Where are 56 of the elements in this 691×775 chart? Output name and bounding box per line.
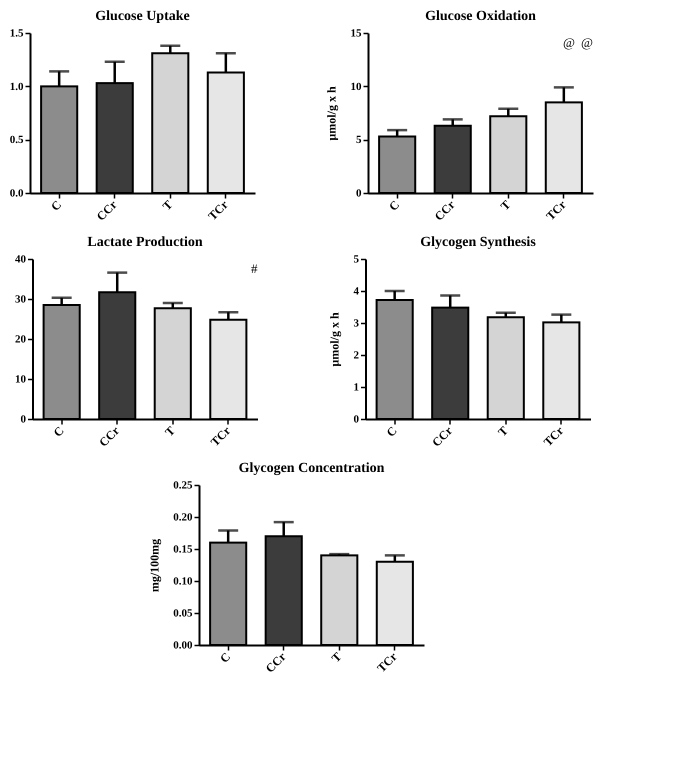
x-tick-label: TCr bbox=[205, 197, 232, 224]
x-tick-label: TCr bbox=[543, 197, 570, 224]
annotation: @ bbox=[563, 35, 576, 50]
x-tick-label: T bbox=[328, 650, 344, 666]
y-axis-title: µmol/g x h bbox=[328, 312, 342, 367]
x-tick-label: T bbox=[160, 198, 176, 214]
x-tick-label: CCr bbox=[262, 649, 290, 676]
y-tick-label: 5 bbox=[356, 134, 362, 146]
x-tick-label: CCr bbox=[96, 423, 123, 450]
annotation: # bbox=[251, 261, 258, 276]
y-tick-label: 0.05 bbox=[173, 608, 193, 620]
y-axis-title: mg/100mg bbox=[147, 538, 162, 592]
y-tick-label: 2 bbox=[354, 350, 360, 362]
y-tick-label: 0.15 bbox=[173, 544, 193, 556]
y-tick-label: 5 bbox=[354, 254, 360, 266]
chart-title: Lactate Production bbox=[87, 235, 203, 250]
x-tick-label: C bbox=[50, 424, 67, 440]
x-tick-label: T bbox=[162, 424, 178, 440]
y-tick-label: 0.20 bbox=[173, 512, 193, 524]
x-tick-label: CCr bbox=[429, 423, 456, 450]
y-tick-label: 10 bbox=[350, 80, 362, 93]
y-tick-label: 0.25 bbox=[173, 480, 193, 492]
annotation: @ bbox=[581, 35, 594, 50]
y-tick-label: 0.10 bbox=[173, 576, 193, 588]
x-tick-label: C bbox=[386, 198, 402, 214]
y-tick-label: 0 bbox=[354, 414, 360, 426]
y-tick-label: 10 bbox=[15, 374, 26, 386]
x-tick-label: C bbox=[217, 650, 234, 666]
x-tick-label: TCr bbox=[208, 423, 234, 450]
x-tick-label: C bbox=[48, 198, 64, 214]
chart-title: Glycogen Synthesis bbox=[420, 235, 536, 250]
y-tick-label: 0 bbox=[356, 188, 362, 200]
y-axis-title: µmol/g x h bbox=[324, 86, 338, 141]
x-tick-label: CCr bbox=[94, 197, 120, 224]
chart-title: Glycogen Concentration bbox=[238, 461, 385, 476]
y-tick-label: 3 bbox=[354, 318, 360, 330]
x-tick-label: TCr bbox=[374, 649, 400, 676]
y-tick-label: 30 bbox=[15, 294, 26, 306]
y-tick-label: 1.0 bbox=[10, 80, 24, 93]
y-tick-label: 1.5 bbox=[10, 28, 24, 40]
y-tick-label: 0.5 bbox=[10, 134, 24, 146]
x-tick-label: CCr bbox=[432, 197, 458, 224]
x-tick-label: T bbox=[498, 198, 514, 214]
y-tick-label: 20 bbox=[15, 334, 26, 346]
y-tick-label: 0 bbox=[20, 414, 26, 426]
x-tick-label: TCr bbox=[540, 423, 567, 450]
y-tick-label: 4 bbox=[354, 286, 360, 298]
y-tick-label: 0.00 bbox=[173, 640, 193, 652]
y-tick-label: 0.0 bbox=[10, 188, 24, 200]
chart-title: Glucose Oxidation bbox=[425, 9, 536, 24]
y-tick-label: 15 bbox=[350, 28, 362, 40]
y-tick-label: 1 bbox=[354, 382, 359, 394]
x-tick-label: T bbox=[495, 424, 511, 440]
chart-title: Glucose Uptake bbox=[95, 9, 190, 24]
y-tick-label: 40 bbox=[15, 254, 26, 266]
x-tick-label: C bbox=[384, 424, 400, 440]
